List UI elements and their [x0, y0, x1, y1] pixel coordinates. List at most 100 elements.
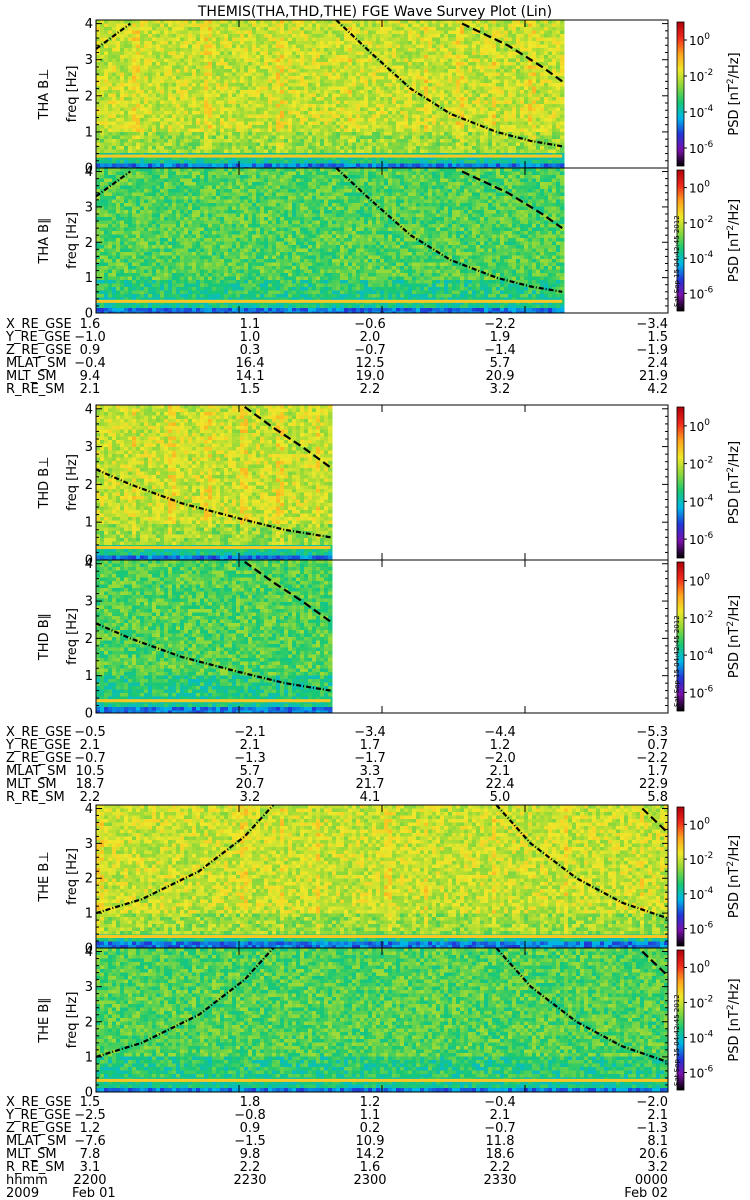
ephemeris-value: 2.2	[360, 382, 381, 397]
ephemeris-row-label: X_RE_GSE	[6, 317, 72, 332]
y-tick-label: 0	[85, 554, 93, 569]
ephemeris-value: 22.4	[486, 777, 515, 792]
date-stamp: Sat Sep 15 04:42:45 2012	[673, 215, 681, 307]
ephemeris-value: 1.9	[490, 330, 511, 345]
colorbar-tick-label: 10-4	[689, 1030, 714, 1046]
ephemeris-value: 12.5	[356, 356, 385, 371]
ephemeris-value: 2.2	[490, 1160, 511, 1175]
ephemeris-value: 14.1	[236, 369, 265, 384]
ephemeris-value: 0.3	[240, 343, 261, 358]
ephemeris-value: −2.2	[484, 317, 516, 332]
ephemeris-value: 2300	[353, 1173, 386, 1188]
y-tick-label: 4	[85, 802, 93, 817]
spectrogram-heatmap	[96, 948, 668, 1092]
colorbar-label: PSD [nT2/Hz]	[726, 595, 742, 678]
ephemeris-row-label: R_RE_SM	[6, 1160, 65, 1175]
ephemeris-value: 21.7	[356, 777, 385, 792]
ephemeris-value: 1.6	[360, 1160, 381, 1175]
ephemeris-value: 2230	[233, 1173, 266, 1188]
panel-thd-perp: 0 1 2 3 4 THD B⊥ freq [Hz] 100 10-2 10-4 10-6 PSD […	[37, 402, 742, 568]
colorbar-tick-label: 10-2	[689, 851, 713, 867]
panel-name-label: THE B⊥	[37, 851, 52, 902]
ephemeris-value: −2.0	[636, 1095, 668, 1110]
ephemeris-value: 20.9	[486, 369, 515, 384]
colorbar-tick-label: 10-6	[689, 684, 714, 700]
panel-tha-para: 0 1 2 3 4 THA B∥ freq [Hz] 100 10-2 10-4 10-6 PSD […	[37, 165, 742, 321]
date-year: 2009	[6, 1186, 39, 1200]
colorbar-label: PSD [nT2/Hz]	[726, 835, 742, 918]
ephemeris-row-label: MLAT_SM	[6, 1134, 67, 1149]
ephemeris-value: 14.2	[356, 1147, 385, 1162]
panel-the-para: 0 1 2 3 4 THE B∥ freq [Hz] 100 10-2 10-4 10-6 PSD […	[37, 945, 742, 1100]
ephemeris-thd: X_RE_GSE −0.5 −2.1 −3.4 −4.4 −5.3Y_RE_GSE 2.1 2…	[5, 725, 668, 805]
frequency-curve-dotted	[495, 805, 668, 920]
colorbar-tick-label: 100	[689, 573, 710, 589]
spectrogram-heatmap	[96, 805, 668, 948]
ephemeris-value: −0.4	[484, 1095, 516, 1110]
ephemeris-value: 1.1	[240, 317, 261, 332]
date-start: Feb 01	[72, 1186, 116, 1200]
y-tick-label: 2	[85, 1015, 93, 1030]
ephemeris-row-label: MLAT_SM	[6, 764, 67, 779]
ephemeris-row-label: hhmm	[6, 1173, 48, 1188]
ephemeris-value: 9.8	[240, 1147, 261, 1162]
ephemeris-value: 1.2	[80, 1121, 101, 1136]
colorbar-tick-label: 100	[689, 180, 710, 196]
y-tick-label: 4	[85, 402, 93, 417]
y-tick-label: 4	[85, 17, 93, 32]
y-tick-label: 2	[85, 872, 93, 887]
frequency-curve-dashed	[244, 561, 332, 623]
frequency-curve-dotted	[96, 948, 275, 1058]
ephemeris-value: 3.2	[240, 790, 261, 805]
ephemeris-row-label: Z_RE_GSE	[6, 343, 72, 358]
ephemeris-value: 22.9	[639, 777, 668, 792]
frequency-curve-dotted	[495, 948, 668, 1064]
ephemeris-value: 2330	[483, 1173, 516, 1188]
frequency-curve-dotted	[335, 20, 563, 148]
y-tick-label: 0	[85, 162, 93, 177]
ephemeris-row-label: MLT_SM	[6, 369, 57, 384]
ephemeris-value: −7.6	[74, 1134, 106, 1149]
panel-name-label: THD B⊥	[37, 456, 52, 509]
ephemeris-value: 20.6	[639, 1147, 668, 1162]
frequency-curve-dotted	[96, 805, 275, 915]
colorbar-tick-label: 10-4	[689, 647, 714, 663]
date-stamp: Sat Sep 15 04:42:45 2012	[673, 615, 681, 707]
panel-name-label: THA B⊥	[37, 69, 52, 121]
ephemeris-value: 2.1	[80, 738, 101, 753]
colorbar-label: PSD [nT2/Hz]	[726, 52, 742, 135]
ephemeris-value: 0.9	[240, 1121, 261, 1136]
y-axis-label: freq [Hz]	[65, 992, 80, 1049]
ephemeris-row-label: MLAT_SM	[6, 356, 67, 371]
plot-title: THEMIS(THA,THD,THE) FGE Wave Survey Plot…	[197, 4, 552, 20]
ephemeris-value: 1.7	[360, 738, 381, 753]
y-tick-label: 2	[85, 632, 93, 647]
colorbar-tick-label: 10-2	[689, 456, 713, 472]
y-tick-label: 0	[85, 942, 93, 957]
ephemeris-value: 0000	[635, 1173, 668, 1188]
ephemeris-value: −2.1	[234, 725, 266, 740]
colorbar-label: PSD [nT2/Hz]	[726, 978, 742, 1061]
y-tick-label: 0	[85, 707, 93, 722]
ephemeris-value: 3.2	[647, 1160, 668, 1175]
colorbar-label: PSD [nT2/Hz]	[726, 441, 742, 524]
y-tick-label: 1	[85, 125, 93, 140]
panel-name-label: THE B∥	[37, 997, 52, 1043]
ephemeris-value: 1.2	[360, 1095, 381, 1110]
ephemeris-value: −0.7	[354, 343, 386, 358]
ephemeris-value: −1.3	[234, 751, 266, 766]
colorbar-tick-label: 10-6	[689, 921, 714, 937]
ephemeris-tha: X_RE_GSE 1.6 1.1 −0.6 −2.2 −3.4 Y_RE_GSE −1.0 1.…	[5, 317, 668, 397]
y-tick-label: 2	[85, 89, 93, 104]
ephemeris-value: 3.2	[490, 382, 511, 397]
ephemeris-value: 19.0	[356, 369, 385, 384]
y-tick-label: 3	[85, 440, 93, 455]
ephemeris-the: X_RE_GSE 1.5 1.8 1.2 −0.4 −2.0 Y_RE_GSE −2.5 −0.…	[5, 1095, 668, 1188]
y-tick-label: 1	[85, 1050, 93, 1065]
y-tick-label: 3	[85, 53, 93, 68]
ephemeris-value: −0.8	[234, 1108, 266, 1123]
ephemeris-value: 9.4	[80, 369, 101, 384]
colorbar-tick-label: 10-2	[689, 215, 713, 231]
spectrogram-heatmap	[96, 20, 565, 168]
